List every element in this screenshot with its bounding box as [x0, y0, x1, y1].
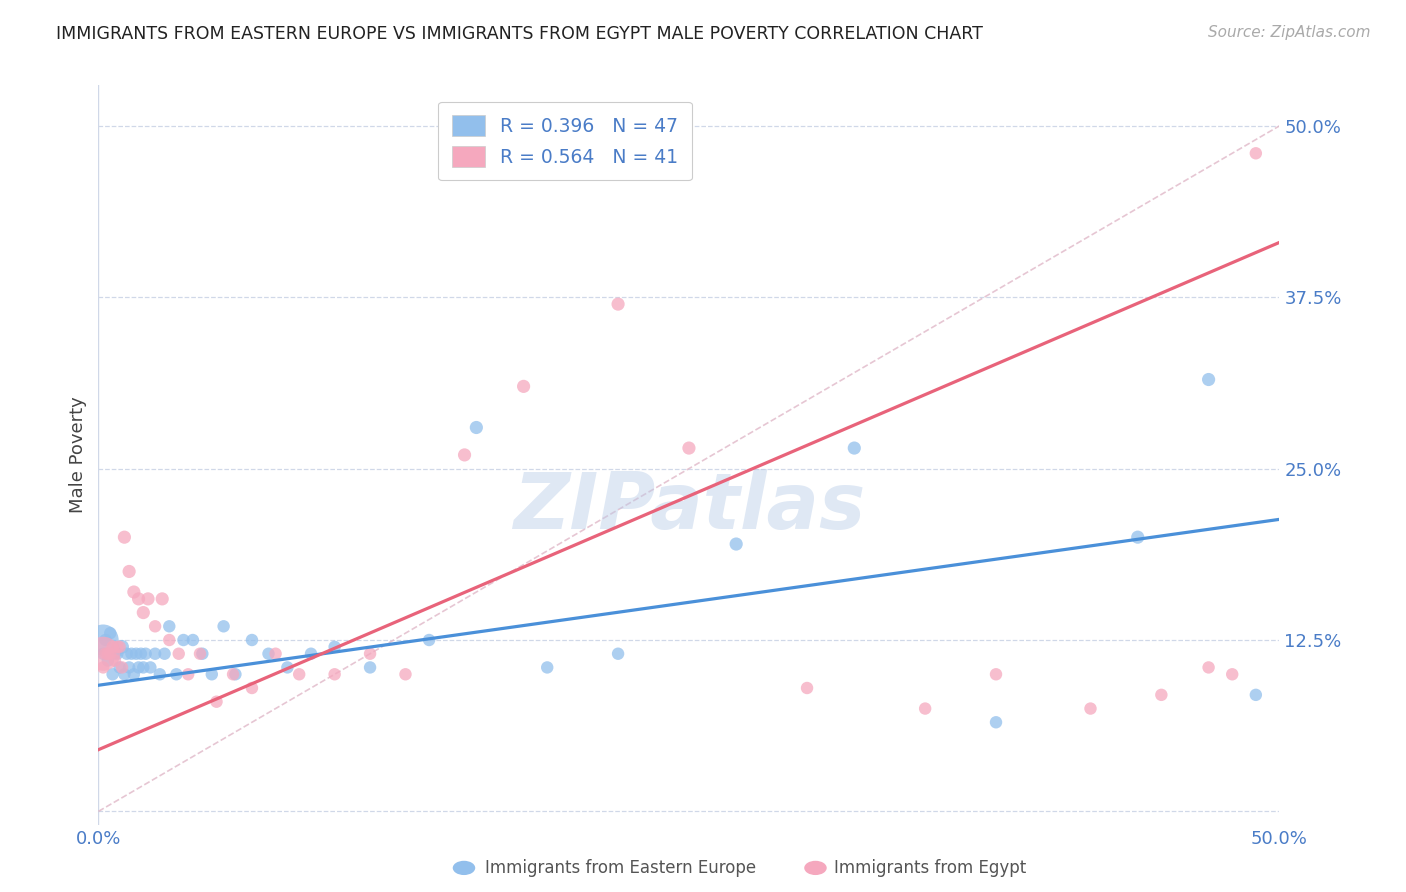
Point [1150, 688, 1173, 702]
Point [125, 647, 148, 661]
Point [323, 640, 346, 654]
Point [108, 660, 131, 674]
Point [165, 667, 187, 681]
Point [101, 667, 124, 681]
Point [1244, 146, 1267, 161]
Point [91, 633, 114, 648]
Point [240, 633, 263, 648]
Point [418, 633, 440, 648]
Point [91, 647, 114, 661]
Point [536, 660, 558, 674]
Point [1198, 660, 1220, 674]
Point [512, 379, 534, 393]
Point [98, 647, 121, 661]
Point [136, 591, 159, 606]
Point [97, 647, 120, 661]
Point [224, 667, 246, 681]
Point [108, 640, 131, 654]
Point [122, 667, 145, 681]
Point [323, 667, 346, 681]
Point [725, 537, 748, 551]
Point [167, 647, 190, 661]
Text: ZIPatlas: ZIPatlas [513, 468, 865, 545]
Point [1220, 667, 1243, 681]
Point [91, 660, 114, 674]
Point [115, 647, 138, 661]
Point [121, 647, 143, 661]
Point [104, 654, 127, 668]
Point [607, 647, 630, 661]
Legend: R = 0.396   N = 47, R = 0.564   N = 41: R = 0.396 N = 47, R = 0.564 N = 41 [439, 102, 692, 180]
Point [796, 681, 818, 695]
Point [91, 647, 114, 661]
Text: IMMIGRANTS FROM EASTERN EUROPE VS IMMIGRANTS FROM EGYPT MALE POVERTY CORRELATION: IMMIGRANTS FROM EASTERN EUROPE VS IMMIGR… [56, 25, 983, 43]
Point [135, 647, 157, 661]
Point [153, 647, 176, 661]
Point [128, 660, 150, 674]
Point [143, 647, 166, 661]
Point [222, 667, 245, 681]
Point [359, 660, 381, 674]
Point [132, 606, 155, 620]
Point [157, 633, 180, 648]
Point [1126, 530, 1149, 544]
Point [1244, 688, 1267, 702]
Point [205, 695, 228, 709]
Point [132, 660, 155, 674]
Point [104, 647, 127, 661]
Point [139, 660, 162, 674]
Point [201, 667, 224, 681]
Text: Immigrants from Eastern Europe: Immigrants from Eastern Europe [485, 859, 756, 877]
Text: Source: ZipAtlas.com: Source: ZipAtlas.com [1208, 25, 1371, 40]
Point [276, 660, 298, 674]
Point [359, 647, 381, 661]
Point [984, 667, 1007, 681]
Point [1198, 372, 1220, 386]
Point [118, 565, 141, 579]
Point [394, 667, 416, 681]
Point [172, 633, 194, 648]
Point [94, 633, 117, 648]
Point [149, 667, 172, 681]
Point [94, 647, 117, 661]
Point [240, 681, 263, 695]
Point [288, 667, 311, 681]
Point [844, 441, 866, 455]
Point [129, 647, 152, 661]
Point [112, 530, 135, 544]
Point [97, 654, 120, 668]
Point [914, 701, 936, 715]
Point [181, 633, 204, 648]
Point [191, 647, 214, 661]
Point [157, 619, 180, 633]
Point [122, 585, 145, 599]
Point [678, 441, 700, 455]
Point [118, 660, 141, 674]
Point [1080, 701, 1102, 715]
Point [143, 619, 166, 633]
Point [264, 647, 287, 661]
Point [111, 640, 134, 654]
Point [177, 667, 200, 681]
Point [299, 647, 322, 661]
Point [607, 297, 630, 311]
Point [465, 420, 488, 434]
Point [150, 591, 173, 606]
Y-axis label: Male Poverty: Male Poverty [69, 397, 87, 513]
Point [111, 660, 134, 674]
Point [212, 619, 235, 633]
Point [98, 626, 121, 640]
Point [257, 647, 280, 661]
Point [112, 667, 135, 681]
Point [453, 448, 475, 462]
Point [984, 715, 1007, 730]
Point [101, 640, 124, 654]
Point [105, 640, 128, 654]
Point [188, 647, 211, 661]
Text: Immigrants from Egypt: Immigrants from Egypt [834, 859, 1026, 877]
Point [105, 647, 128, 661]
Point [128, 591, 150, 606]
